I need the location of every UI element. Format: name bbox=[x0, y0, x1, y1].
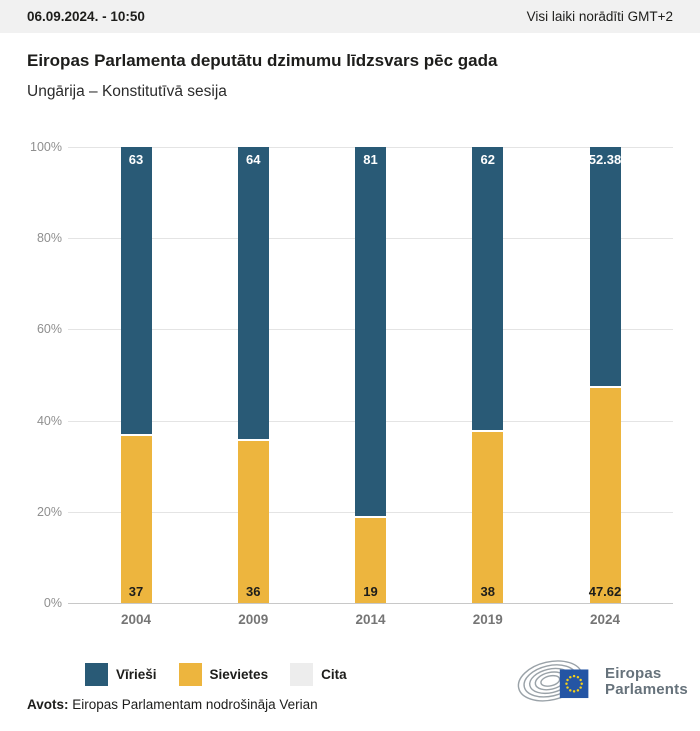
segment-women-2009[interactable]: 36 bbox=[237, 438, 269, 603]
legend-item-viriesi[interactable]: Vīrieši bbox=[85, 663, 157, 686]
y-axis-label: 0% bbox=[43, 596, 62, 610]
segment-value-label: 36 bbox=[246, 583, 261, 599]
ep-logo: Eiropas Parlaments bbox=[516, 653, 688, 710]
source-text: Eiropas Parlamentam nodrošināja Verian bbox=[68, 697, 318, 712]
x-axis-label: 2024 bbox=[589, 612, 621, 627]
source-note: Avots: Eiropas Parlamentam nodrošināja V… bbox=[27, 697, 318, 712]
header-timezone-note: Visi laiki norādīti GMT+2 bbox=[526, 9, 673, 24]
segment-women-2004[interactable]: 37 bbox=[120, 434, 152, 603]
y-axis-label: 40% bbox=[36, 413, 62, 428]
segment-value-label: 63 bbox=[128, 152, 144, 167]
y-axis-label: 60% bbox=[36, 322, 62, 337]
ep-logo-text: Eiropas Parlaments bbox=[605, 664, 688, 698]
segment-men-2024[interactable]: 52.38 bbox=[588, 147, 622, 386]
segment-women-2014[interactable]: 19 bbox=[355, 516, 386, 603]
legend-label-cita: Cita bbox=[321, 667, 347, 682]
source-label: Avots: bbox=[27, 697, 69, 712]
segment-value-label: 64 bbox=[246, 152, 261, 167]
bar-2019: 62 38 bbox=[472, 147, 504, 603]
segment-value-label: 52.38 bbox=[588, 152, 622, 167]
x-axis-label: 2009 bbox=[238, 612, 269, 627]
x-axis-label: 2004 bbox=[120, 612, 152, 627]
header-datetime: 06.09.2024. - 10:50 bbox=[27, 9, 145, 24]
legend: Vīrieši Sievietes Cita bbox=[85, 663, 347, 686]
segment-women-2019[interactable]: 38 bbox=[472, 429, 504, 603]
page-subtitle: Ungārija – Konstitutīvā sesija bbox=[27, 83, 227, 100]
segment-men-2019[interactable]: 62 bbox=[472, 147, 504, 430]
plot-area: 63 37 64 36 81 19 62 38 52.38 47.62 bbox=[68, 147, 673, 604]
legend-swatch-cita bbox=[290, 663, 314, 686]
bar-2024: 52.38 47.62 bbox=[588, 147, 622, 603]
y-axis-label: 80% bbox=[36, 231, 62, 246]
bar-2009: 64 36 bbox=[237, 147, 269, 603]
y-axis-label: 20% bbox=[36, 504, 62, 519]
ep-logo-line2: Parlaments bbox=[605, 680, 688, 698]
gridline-0% bbox=[68, 603, 673, 604]
segment-men-2009[interactable]: 64 bbox=[237, 147, 269, 439]
x-axis-label: 2019 bbox=[472, 612, 503, 627]
segment-value-label: 38 bbox=[480, 583, 495, 599]
header-bar: 06.09.2024. - 10:50 Visi laiki norādīti … bbox=[0, 0, 700, 33]
page-title: Eiropas Parlamenta deputātu dzimumu līdz… bbox=[27, 51, 498, 70]
segment-value-label: 81 bbox=[363, 152, 378, 167]
bar-2014: 81 19 bbox=[355, 147, 386, 603]
legend-label-sievietes: Sievietes bbox=[209, 667, 269, 682]
y-axis-label: 100% bbox=[30, 140, 62, 154]
x-axis-label: 2014 bbox=[355, 612, 386, 627]
bar-2004: 63 37 bbox=[120, 147, 152, 603]
legend-swatch-viriesi bbox=[85, 663, 108, 686]
legend-label-viriesi: Vīrieši bbox=[116, 667, 157, 682]
legend-item-sievietes[interactable]: Sievietes bbox=[178, 663, 269, 686]
legend-swatch-sievietes bbox=[178, 663, 202, 686]
segment-value-label: 37 bbox=[128, 583, 144, 599]
segment-men-2004[interactable]: 63 bbox=[120, 147, 152, 435]
chart: 63 37 64 36 81 19 62 38 52.38 47.62 100% 80% 60% 40%… bbox=[0, 140, 700, 627]
legend-item-cita[interactable]: Cita bbox=[290, 663, 347, 686]
segment-value-label: 19 bbox=[363, 583, 378, 599]
segment-women-2024[interactable]: 47.62 bbox=[588, 385, 622, 603]
segment-men-2014[interactable]: 81 bbox=[355, 147, 386, 517]
segment-value-label: 62 bbox=[480, 152, 495, 167]
segment-value-label: 47.62 bbox=[588, 583, 622, 599]
ep-logo-line1: Eiropas bbox=[605, 664, 662, 682]
ep-hemicycle-flag-icon bbox=[516, 653, 596, 710]
